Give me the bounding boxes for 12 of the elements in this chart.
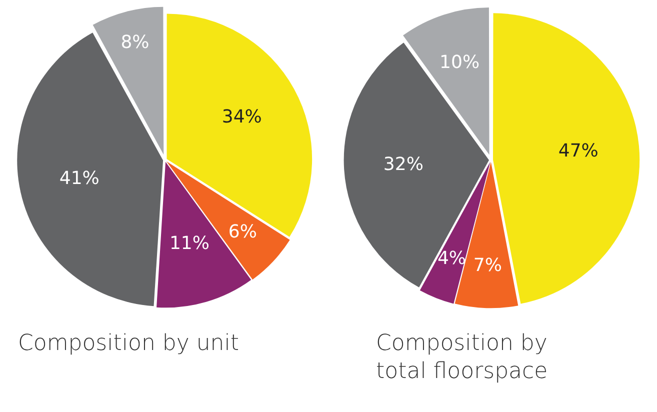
data-label: 34% <box>222 106 262 128</box>
data-label: 7% <box>473 255 502 276</box>
data-label: 41% <box>59 168 100 189</box>
data-label: 8% <box>120 32 150 53</box>
text: Composition by total floorspace <box>375 330 549 386</box>
data-label: 6% <box>228 222 257 243</box>
data-label: 47% <box>558 140 598 162</box>
data-label: 10% <box>440 52 480 73</box>
data-label: 11% <box>169 232 210 254</box>
data-label: 4% <box>437 248 466 269</box>
data-label: 32% <box>383 154 424 176</box>
text: Composition by unit <box>17 330 240 358</box>
